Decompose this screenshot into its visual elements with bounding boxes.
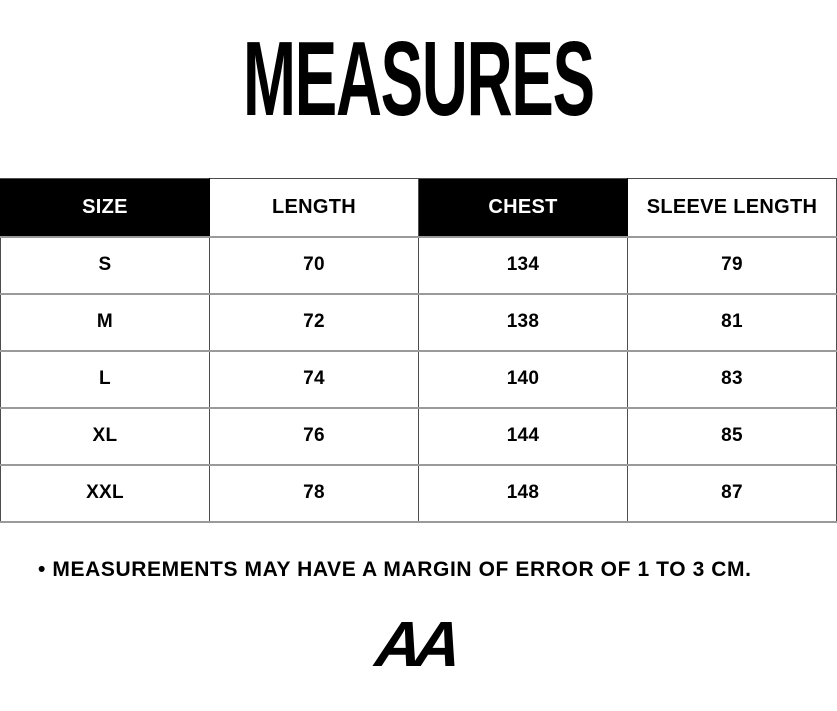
cell-size: L — [0, 349, 210, 409]
table-row: L 74 140 83 — [0, 349, 837, 409]
cell-length: 72 — [209, 292, 419, 352]
cell-sleeve-length: 87 — [627, 463, 837, 523]
page-title-container: MEASURES — [0, 26, 837, 132]
margin-of-error-note: • MEASUREMENTS MAY HAVE A MARGIN OF ERRO… — [38, 558, 752, 581]
table-header: SIZE LENGTH CHEST SLEEVE LENGTH — [0, 178, 837, 238]
size-chart-table: SIZE LENGTH CHEST SLEEVE LENGTH S 70 134… — [0, 178, 837, 523]
cell-size: S — [0, 235, 210, 295]
cell-length: 70 — [209, 235, 419, 295]
brand-logo: AA — [371, 608, 459, 680]
column-header-size: SIZE — [0, 178, 210, 238]
cell-chest: 134 — [418, 235, 628, 295]
table-row: XXL 78 148 87 — [0, 463, 837, 523]
cell-chest: 148 — [418, 463, 628, 523]
cell-size: M — [0, 292, 210, 352]
cell-sleeve-length: 79 — [627, 235, 837, 295]
table-row: XL 76 144 85 — [0, 406, 837, 466]
cell-length: 78 — [209, 463, 419, 523]
table-body: S 70 134 79 M 72 138 81 L 74 140 83 XL 7… — [0, 235, 837, 523]
column-header-chest: CHEST — [418, 178, 628, 238]
column-header-sleeve-length: SLEEVE LENGTH — [627, 178, 837, 238]
cell-chest: 140 — [418, 349, 628, 409]
cell-size: XL — [0, 406, 210, 466]
header-row: SIZE LENGTH CHEST SLEEVE LENGTH — [0, 178, 837, 238]
cell-length: 76 — [209, 406, 419, 466]
page-title: MEASURES — [243, 20, 595, 138]
cell-sleeve-length: 81 — [627, 292, 837, 352]
table-row: M 72 138 81 — [0, 292, 837, 352]
cell-sleeve-length: 85 — [627, 406, 837, 466]
cell-chest: 144 — [418, 406, 628, 466]
table-row: S 70 134 79 — [0, 235, 837, 295]
column-header-length: LENGTH — [209, 178, 419, 238]
cell-size: XXL — [0, 463, 210, 523]
cell-length: 74 — [209, 349, 419, 409]
cell-chest: 138 — [418, 292, 628, 352]
cell-sleeve-length: 83 — [627, 349, 837, 409]
brand-logo-container: AA — [0, 608, 837, 680]
